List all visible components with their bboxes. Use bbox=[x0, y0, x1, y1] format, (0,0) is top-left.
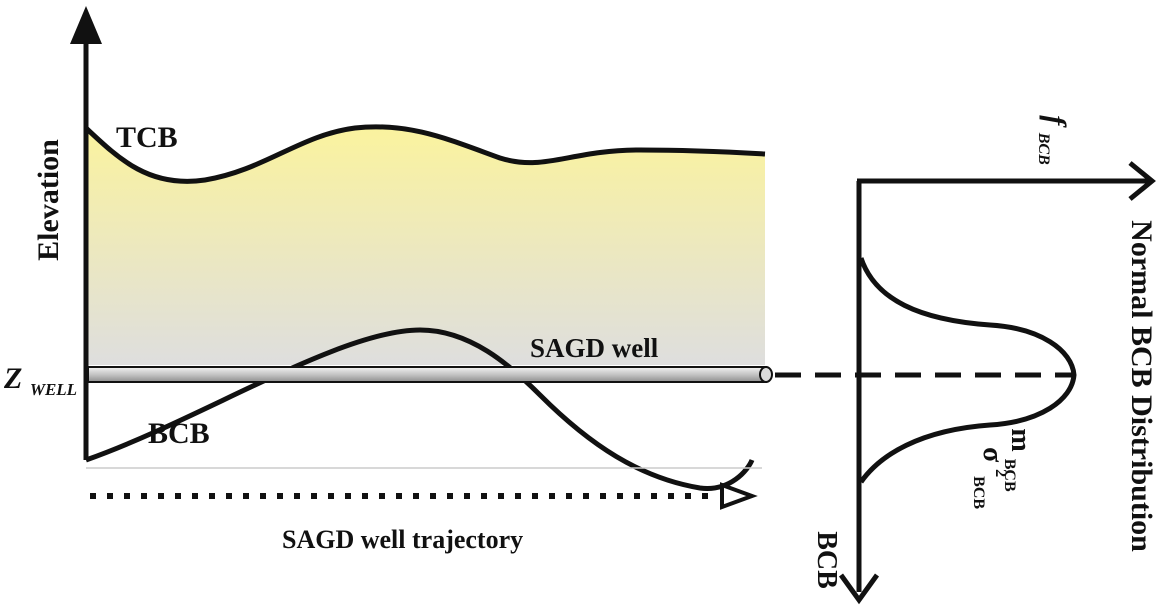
mean-label: m BCB bbox=[1001, 428, 1036, 492]
bcb-axis-label: BCB bbox=[811, 531, 842, 589]
trajectory-arrowhead bbox=[720, 482, 758, 510]
sagd-well-pipe-end bbox=[759, 366, 773, 383]
mean-sub: BCB bbox=[1001, 459, 1018, 492]
variance-main: σ bbox=[977, 447, 1008, 463]
elevation-label: Elevation bbox=[32, 139, 65, 261]
variance-label: σ 2 BCB bbox=[970, 447, 1020, 509]
tcb-curve bbox=[84, 124, 766, 184]
f-bcb-main: f bbox=[1039, 115, 1072, 128]
sagd-well-label: SAGD well bbox=[530, 333, 659, 363]
f-bcb-sub: BCB bbox=[1035, 132, 1052, 165]
z-well-sub: WELL bbox=[30, 380, 77, 399]
normal-distribution-curve bbox=[858, 257, 1077, 484]
bcb-axis-arrowhead bbox=[838, 573, 880, 605]
variance-sup: 2 bbox=[992, 469, 1009, 477]
normal-bcb-distribution-label: Normal BCB Distribution bbox=[1125, 220, 1158, 552]
mean-main: m bbox=[1005, 428, 1036, 451]
f-bcb-label: f BCB bbox=[1035, 115, 1072, 165]
elevation-axis-arrowhead bbox=[70, 6, 102, 44]
trajectory-label: SAGD well trajectory bbox=[282, 525, 523, 554]
f-bcb-axis-arrowhead bbox=[1128, 161, 1156, 201]
sagd-well-pipe bbox=[87, 366, 767, 383]
tcb-label: TCB bbox=[116, 121, 178, 154]
variance-sub: BCB bbox=[970, 476, 987, 509]
reservoir-zone-fill bbox=[86, 126, 765, 365]
z-well-main: Z bbox=[3, 362, 22, 395]
bcb-label: BCB bbox=[148, 417, 210, 450]
z-well-label: Z WELL bbox=[3, 362, 77, 399]
